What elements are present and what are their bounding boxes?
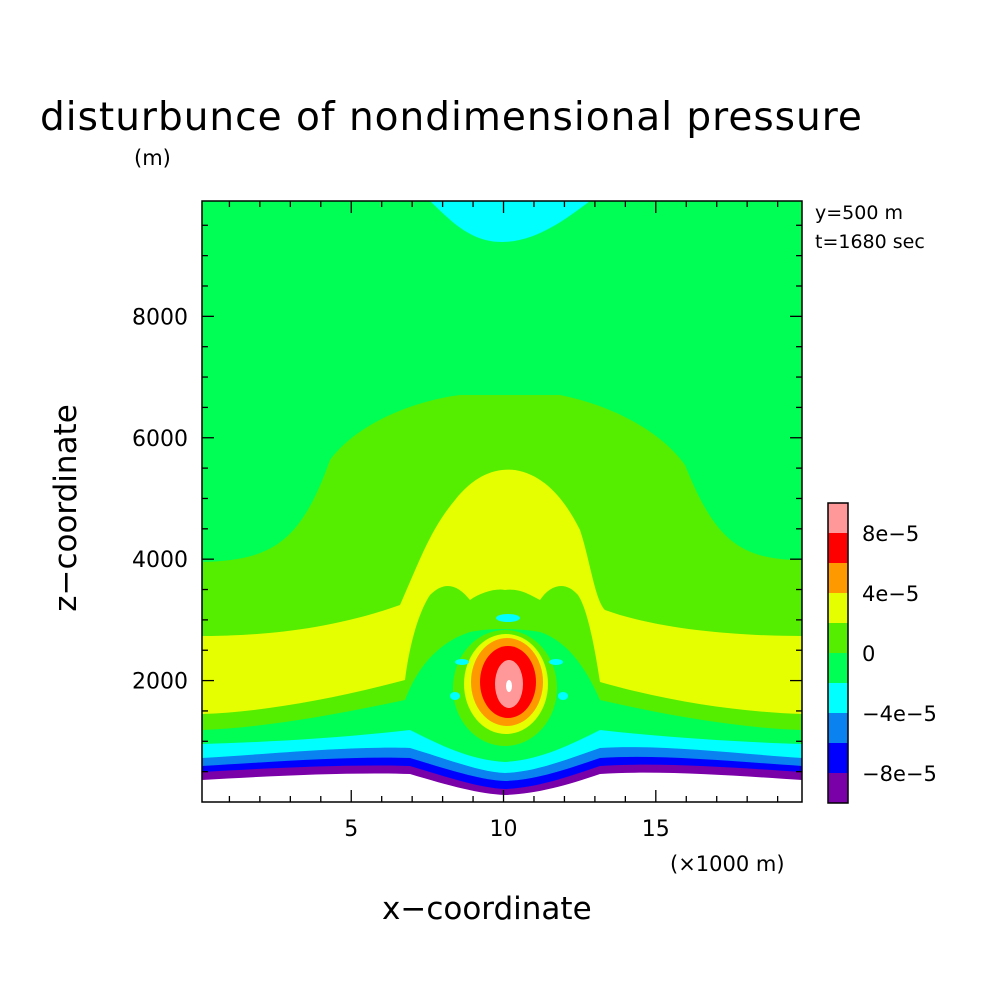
annotation-y-position: y=500 m [815,202,903,224]
colorbar-swatch [828,743,848,773]
contour-region-core-6 [506,680,512,692]
colorbar-swatch [828,653,848,683]
colorbar-swatch [828,713,848,743]
colorbar-swatch [828,563,848,593]
y-tick-label: 4000 [132,548,188,573]
contour-region-fleck [450,692,460,700]
colorbar-swatch [828,593,848,623]
colorbar-label: 0 [862,642,875,666]
plot-frame [201,200,803,803]
annotation-time: t=1680 sec [815,231,925,253]
terrain-region [202,772,802,802]
contour-region-fleck [455,659,469,665]
x-axis-unit: (×1000 m) [670,852,785,876]
colorbar-labels: 8e−5 4e−5 0 −4e−5 −8e−5 [862,522,937,786]
x-axis-label: x−coordinate [382,891,592,927]
colorbar-swatch [828,623,848,653]
colorbar-label: 4e−5 [862,582,919,606]
colorbar-swatch [828,503,848,533]
y-axis-label: z−coordinate [48,404,84,612]
colorbar-label: −4e−5 [862,702,937,726]
y-tick-label: 6000 [132,427,188,452]
colorbar-swatch [828,773,848,803]
x-tick-label: 10 [490,817,518,842]
x-tick-label: 5 [344,817,358,842]
contour-region-fleck [549,659,563,665]
colorbar-frame [827,502,849,804]
contour-region-top-negative [430,201,590,242]
colorbar-label: 8e−5 [862,522,919,546]
colorbar [827,502,849,804]
contour-region-fleck [558,692,568,700]
y-tick-label: 8000 [132,305,188,330]
colorbar-swatch [828,683,848,713]
y-axis-unit: (m) [134,146,171,170]
axis-tick-labels: 5 10 15 2000 4000 6000 8000 [132,305,670,842]
contour-region-fleck [496,614,520,622]
x-tick-label: 15 [642,817,670,842]
colorbar-label: −8e−5 [862,762,937,786]
chart-title: disturbunce of nondimensional pressure [40,95,863,140]
contour-fill-layer [202,201,802,802]
y-tick-label: 2000 [132,670,188,695]
axis-ticks [202,201,802,802]
colorbar-swatch [828,533,848,563]
